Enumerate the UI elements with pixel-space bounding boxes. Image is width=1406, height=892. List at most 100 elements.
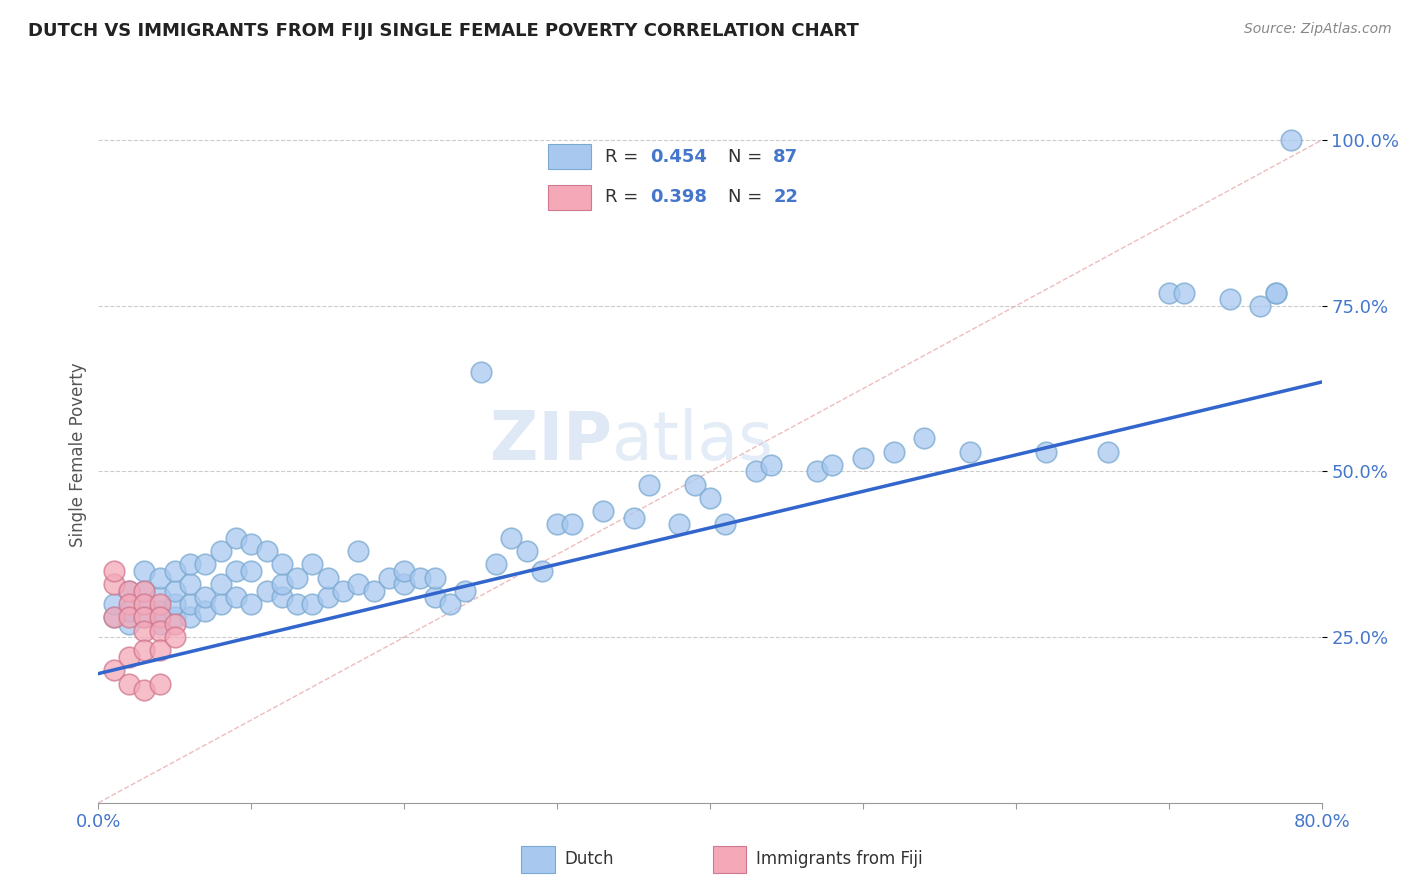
Point (103, 564, 125, 578)
Y-axis label: Single Female Poverty: Single Female Poverty (69, 363, 87, 547)
Point (194, 591, 217, 605)
Point (225, 591, 247, 605)
Point (301, 597, 323, 611)
Point (759, 458, 782, 472)
Point (714, 517, 737, 532)
Point (134, 624, 156, 638)
Point (623, 511, 645, 525)
Point (683, 477, 706, 491)
Point (209, 544, 232, 558)
Point (240, 597, 263, 611)
Point (163, 564, 186, 578)
Point (149, 597, 172, 611)
Point (1035, 444, 1057, 458)
Point (285, 597, 308, 611)
Point (852, 451, 875, 466)
Point (408, 570, 430, 584)
Point (118, 604, 141, 618)
Point (423, 570, 446, 584)
Point (179, 597, 201, 611)
Point (134, 610, 156, 624)
Point (225, 531, 247, 545)
Point (546, 517, 568, 532)
Point (209, 577, 232, 591)
Text: Dutch: Dutch (564, 849, 614, 868)
Point (363, 583, 385, 598)
Point (103, 663, 125, 677)
Point (301, 558, 323, 572)
Point (285, 570, 308, 584)
Point (1219, 292, 1241, 306)
Point (561, 517, 583, 532)
Point (149, 676, 172, 690)
Point (134, 643, 156, 657)
Point (485, 558, 508, 572)
Point (134, 583, 156, 598)
Point (883, 444, 905, 458)
Point (347, 577, 370, 591)
Point (118, 597, 141, 611)
Point (134, 583, 156, 598)
Point (134, 683, 156, 698)
Point (103, 610, 125, 624)
Text: 87: 87 (773, 148, 799, 166)
Point (149, 643, 172, 657)
Point (392, 577, 416, 591)
Point (179, 610, 201, 624)
Point (149, 610, 172, 624)
Point (256, 544, 278, 558)
Point (470, 365, 492, 379)
Text: R =: R = (605, 188, 644, 206)
Point (270, 577, 292, 591)
Point (668, 517, 690, 532)
Point (592, 504, 614, 518)
Point (1157, 285, 1180, 300)
Point (270, 591, 292, 605)
Point (439, 597, 461, 611)
Point (163, 610, 186, 624)
Text: 0.454: 0.454 (650, 148, 707, 166)
Point (103, 597, 125, 611)
Point (149, 570, 172, 584)
Point (118, 676, 141, 690)
Point (959, 444, 981, 458)
Point (1264, 285, 1286, 300)
Point (194, 604, 217, 618)
Point (118, 583, 141, 598)
Point (134, 564, 156, 578)
Text: Immigrants from Fiji: Immigrants from Fiji (755, 849, 922, 868)
Text: R =: R = (605, 148, 644, 166)
FancyBboxPatch shape (548, 144, 591, 169)
Point (1173, 285, 1195, 300)
Point (149, 624, 172, 638)
Point (118, 610, 141, 624)
Point (1097, 444, 1119, 458)
Point (745, 465, 768, 479)
Point (347, 544, 370, 558)
Point (637, 477, 661, 491)
Point (149, 616, 172, 631)
FancyBboxPatch shape (713, 847, 747, 873)
Text: atlas: atlas (612, 408, 773, 474)
Point (118, 583, 141, 598)
Text: N =: N = (728, 148, 768, 166)
Point (118, 616, 141, 631)
FancyBboxPatch shape (548, 185, 591, 211)
Point (316, 591, 339, 605)
Point (179, 558, 201, 572)
Point (240, 564, 263, 578)
Point (1264, 285, 1286, 300)
Point (103, 577, 125, 591)
Point (1279, 133, 1302, 147)
Text: Source: ZipAtlas.com: Source: ZipAtlas.com (1244, 22, 1392, 37)
Point (103, 610, 125, 624)
Point (163, 583, 186, 598)
Point (270, 558, 292, 572)
Point (392, 564, 416, 578)
Point (699, 491, 721, 505)
Point (134, 597, 156, 611)
Text: 0.398: 0.398 (650, 188, 707, 206)
Point (134, 610, 156, 624)
Text: N =: N = (728, 188, 768, 206)
Point (134, 597, 156, 611)
